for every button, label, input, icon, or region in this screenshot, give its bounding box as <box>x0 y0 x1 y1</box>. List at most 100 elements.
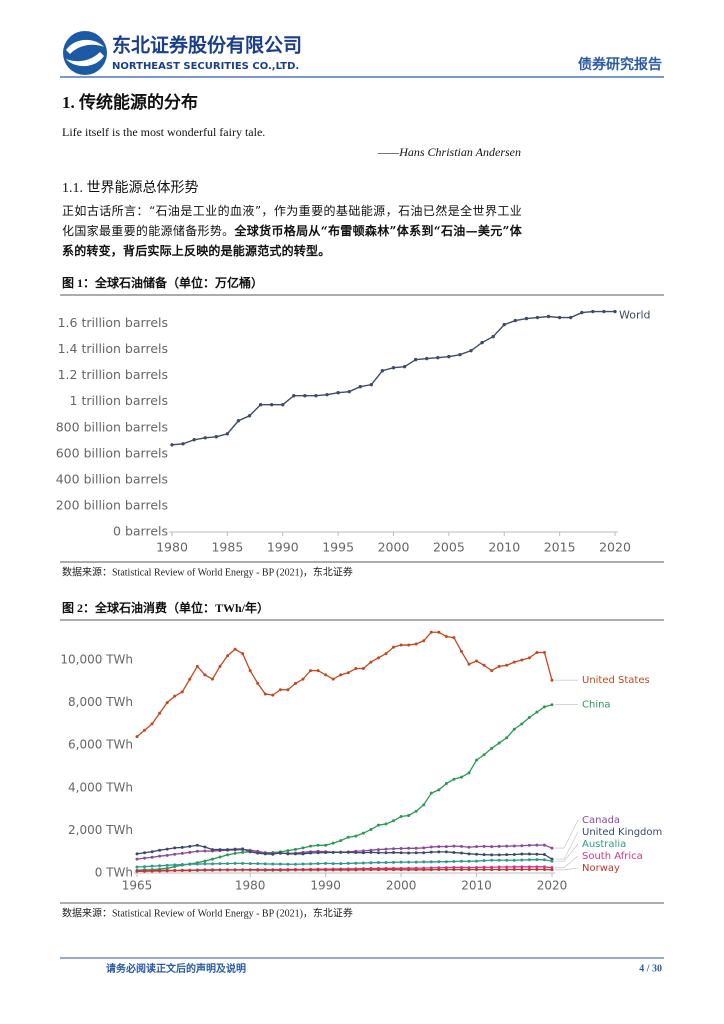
point <box>226 848 230 852</box>
point <box>173 863 177 867</box>
point <box>444 868 448 872</box>
point <box>602 309 606 314</box>
point <box>301 677 305 681</box>
x-tick-label: 2005 <box>433 540 465 555</box>
series-line <box>136 844 553 860</box>
x-tick-label: 1965 <box>122 879 153 893</box>
point <box>392 860 396 864</box>
point <box>165 847 169 851</box>
point <box>369 660 373 664</box>
point <box>414 851 418 855</box>
point <box>203 862 207 866</box>
figure-source: 数据来源：Statistical Review of World Energy … <box>62 565 353 578</box>
x-tick-label: 1980 <box>156 540 188 555</box>
point <box>505 865 509 869</box>
point <box>542 858 546 862</box>
point <box>392 819 396 823</box>
point <box>233 647 237 651</box>
point <box>293 868 297 872</box>
point <box>422 639 426 643</box>
series-line <box>136 858 553 868</box>
point <box>502 322 506 327</box>
point <box>422 803 426 807</box>
point <box>452 844 456 848</box>
point <box>467 771 471 775</box>
point <box>414 860 418 864</box>
point <box>173 846 177 850</box>
point <box>490 669 494 673</box>
point <box>165 866 169 870</box>
point <box>392 645 396 649</box>
point <box>369 850 373 854</box>
point <box>256 681 260 685</box>
point <box>542 865 546 869</box>
point <box>135 865 139 869</box>
point <box>293 852 297 856</box>
point <box>482 853 486 857</box>
series-label: Canada <box>582 815 620 826</box>
point <box>535 852 539 856</box>
point <box>391 366 396 370</box>
point <box>165 869 169 873</box>
point <box>497 741 501 745</box>
point <box>512 660 516 664</box>
subsection-title: 1.1. 世界能源总体形势 <box>62 180 199 196</box>
point <box>376 848 380 852</box>
point <box>384 868 388 872</box>
point <box>233 851 237 855</box>
point <box>301 862 305 866</box>
point <box>467 662 471 666</box>
point <box>369 848 373 852</box>
point <box>392 851 396 855</box>
chart: 0 barrels 200 billion barrels 400 billion … <box>56 309 651 555</box>
point <box>399 851 403 855</box>
point <box>233 868 237 872</box>
point <box>173 869 177 873</box>
point <box>550 868 554 872</box>
logo <box>63 31 107 75</box>
point <box>158 854 162 858</box>
chart: 0 TWh 2,000 TWh 4,000 TWh 6,000 TWh 8,000 TW… <box>60 630 662 893</box>
y-tick-label: 0 barrels <box>113 524 168 539</box>
point <box>527 867 531 871</box>
x-tick-label: 2020 <box>537 879 568 893</box>
paragraph-text: 正如古话所言：“石油是工业的血液”，作为重要的基础能源，石油已然是全世界工业化国… <box>62 204 522 238</box>
point <box>399 847 403 850</box>
point <box>226 853 230 857</box>
point <box>376 868 380 872</box>
point <box>173 852 177 856</box>
point <box>339 850 343 854</box>
quote-author: ——Hans Christian Andersen <box>377 145 521 159</box>
point <box>467 868 471 872</box>
point <box>535 865 539 869</box>
section-title: 1. 传统能源的分布 <box>62 92 198 112</box>
point <box>459 851 463 855</box>
point <box>535 710 539 714</box>
point <box>520 844 524 848</box>
point <box>520 858 524 862</box>
point <box>437 845 441 849</box>
point <box>180 862 184 866</box>
point <box>203 859 207 863</box>
point <box>316 843 320 847</box>
point <box>550 857 554 861</box>
point <box>437 868 441 872</box>
point <box>263 692 267 696</box>
point <box>520 867 524 871</box>
point <box>429 791 433 795</box>
company-cn: 东北证券股份有限公司 <box>112 34 302 57</box>
point <box>158 711 162 715</box>
point <box>173 694 177 698</box>
point <box>520 722 524 726</box>
point <box>135 857 139 861</box>
paragraph-box: 正如古话所言：“石油是工业的血液”，作为重要的基础能源，石油已然是全世界工业化国… <box>62 204 522 258</box>
point <box>422 860 426 864</box>
y-tick-label: 400 billion barrels <box>56 471 168 486</box>
point <box>527 656 531 660</box>
point <box>218 862 222 866</box>
point <box>491 334 495 339</box>
point <box>135 852 139 856</box>
point <box>226 868 230 872</box>
point <box>188 844 192 848</box>
point <box>497 664 501 668</box>
